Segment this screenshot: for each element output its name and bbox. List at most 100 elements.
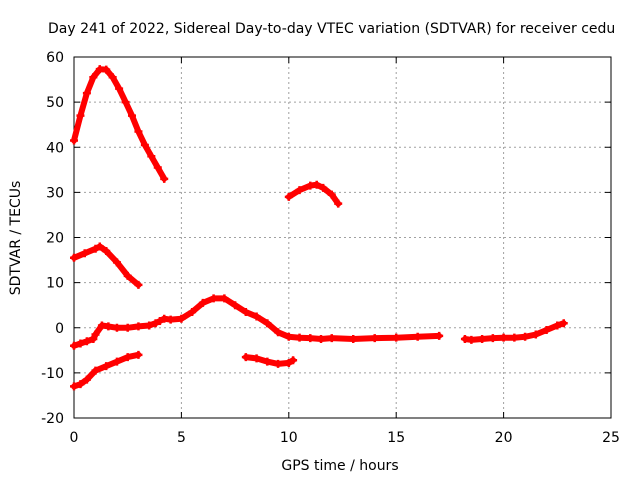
y-tick-label: 0 xyxy=(55,321,64,337)
data-point xyxy=(306,334,315,343)
data-point xyxy=(123,271,132,280)
x-axis-label: GPS time / hours xyxy=(281,458,398,474)
data-point xyxy=(95,242,104,251)
data-point xyxy=(134,280,143,289)
series-arc-7 xyxy=(460,319,568,344)
data-point xyxy=(134,322,143,331)
data-point xyxy=(295,333,304,342)
data-point xyxy=(70,382,78,391)
data-point xyxy=(76,380,85,389)
data-point xyxy=(263,357,272,366)
x-tick-label: 5 xyxy=(177,430,186,446)
data-point xyxy=(231,301,240,310)
data-point xyxy=(80,249,89,258)
data-point xyxy=(112,357,121,366)
data-point xyxy=(121,98,130,107)
x-tick-label: 10 xyxy=(280,430,298,446)
y-tick-label: 40 xyxy=(46,140,64,156)
data-point xyxy=(284,358,293,367)
data-point xyxy=(153,163,162,172)
data-point xyxy=(70,341,78,350)
data-point xyxy=(91,244,100,253)
data-point xyxy=(289,356,298,365)
data-point xyxy=(115,84,124,93)
data-point xyxy=(82,375,91,384)
data-point xyxy=(284,192,293,201)
series-arc-3 xyxy=(70,294,444,350)
data-point xyxy=(82,337,91,346)
data-point xyxy=(312,180,321,189)
data-point xyxy=(467,335,476,344)
data-point xyxy=(510,333,519,342)
data-point xyxy=(241,353,250,362)
data-point xyxy=(319,183,328,192)
y-tick-label: 30 xyxy=(46,185,64,201)
data-point xyxy=(241,307,250,316)
x-tick-label: 15 xyxy=(387,430,405,446)
y-tick-label: 50 xyxy=(46,95,64,111)
data-point xyxy=(145,321,154,330)
data-point xyxy=(89,73,98,82)
series-arc-1 xyxy=(70,65,169,183)
data-point xyxy=(102,247,111,256)
data-point xyxy=(531,330,540,339)
data-point xyxy=(370,334,379,343)
data-point xyxy=(70,253,78,262)
data-point xyxy=(91,330,100,339)
x-tick-label: 0 xyxy=(70,430,79,446)
series-arc-4 xyxy=(70,350,143,391)
data-point xyxy=(542,326,551,335)
data-point xyxy=(349,335,358,344)
data-point xyxy=(102,65,111,74)
x-tick-label: 20 xyxy=(495,430,513,446)
y-axis-label: SDTVAR / TECUs xyxy=(8,181,24,296)
data-point xyxy=(413,332,422,341)
data-point xyxy=(188,307,197,316)
series-arc-2 xyxy=(70,242,143,289)
x-tick-label: 25 xyxy=(602,430,620,446)
grid xyxy=(74,57,611,418)
data-point xyxy=(127,111,136,120)
data-point xyxy=(177,314,186,323)
data-point xyxy=(295,186,304,195)
data-point xyxy=(499,333,508,342)
data-point xyxy=(392,333,401,342)
data-point xyxy=(327,334,336,343)
data-point xyxy=(76,111,85,120)
axis-ticks: 0 5 10 15 20 25 -20 -10 0 10 20 30 40 50 60 xyxy=(41,50,620,446)
y-tick-label: 60 xyxy=(46,50,64,66)
data-point xyxy=(112,323,121,332)
data-point xyxy=(553,321,562,330)
data-series xyxy=(70,65,568,391)
data-point xyxy=(70,136,78,145)
data-point xyxy=(284,332,293,341)
series-line xyxy=(71,295,443,349)
data-point xyxy=(317,335,326,344)
data-point xyxy=(91,366,100,375)
data-point xyxy=(274,359,283,368)
series-arc-5 xyxy=(241,353,298,368)
data-point xyxy=(112,258,121,267)
data-point xyxy=(76,339,85,348)
data-point xyxy=(488,334,497,343)
data-point xyxy=(198,298,207,307)
data-point xyxy=(108,73,117,82)
data-point xyxy=(559,319,568,328)
data-point xyxy=(252,354,261,363)
data-point xyxy=(334,199,343,208)
data-point xyxy=(252,312,261,321)
data-point xyxy=(89,335,98,344)
series-arc-6 xyxy=(284,180,343,208)
data-point xyxy=(104,322,113,331)
data-point xyxy=(134,127,143,136)
data-point xyxy=(160,174,169,183)
chart-title: Day 241 of 2022, Sidereal Day-to-day VTE… xyxy=(48,21,615,37)
data-point xyxy=(263,319,272,328)
y-tick-label: -20 xyxy=(41,411,64,427)
data-point xyxy=(123,353,132,362)
data-point xyxy=(147,152,156,161)
data-point xyxy=(209,294,218,303)
data-point xyxy=(478,335,487,344)
y-tick-label: 20 xyxy=(46,231,64,247)
